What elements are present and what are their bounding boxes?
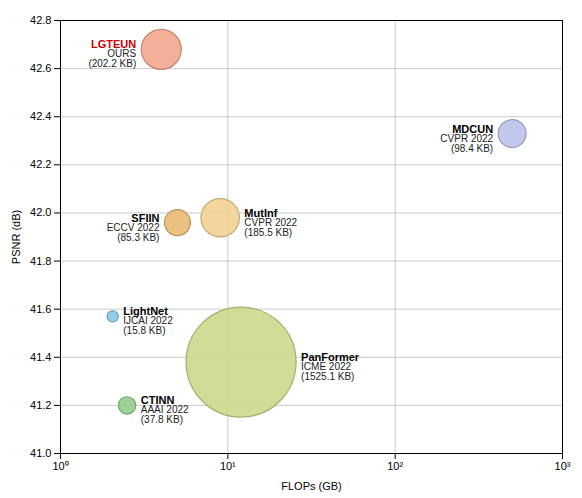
svg-text:42.8: 42.8 bbox=[30, 14, 51, 26]
svg-text:LightNet: LightNet bbox=[123, 305, 168, 318]
svg-text:CVPR 2022(98.4 KB): CVPR 2022(98.4 KB) bbox=[440, 133, 493, 154]
svg-text:42.6: 42.6 bbox=[30, 62, 51, 74]
svg-text:ECCV 2022(85.3 KB): ECCV 2022(85.3 KB) bbox=[107, 222, 160, 243]
svg-text:10³: 10³ bbox=[555, 460, 571, 472]
svg-text:FLOPs (GB): FLOPs (GB) bbox=[281, 480, 342, 492]
svg-text:10⁰: 10⁰ bbox=[52, 460, 68, 472]
svg-text:42.2: 42.2 bbox=[30, 158, 51, 170]
svg-text:10¹: 10¹ bbox=[220, 460, 236, 472]
svg-text:42.0: 42.0 bbox=[30, 206, 51, 218]
svg-text:MutInf: MutInf bbox=[244, 206, 278, 219]
svg-text:41.4: 41.4 bbox=[30, 351, 51, 363]
svg-text:41.0: 41.0 bbox=[30, 447, 51, 459]
svg-text:41.6: 41.6 bbox=[30, 303, 51, 315]
svg-text:CVPR 2022(185.5 KB): CVPR 2022(185.5 KB) bbox=[244, 217, 297, 238]
svg-text:AAAI 2022(37.8 KB): AAAI 2022(37.8 KB) bbox=[141, 404, 189, 425]
svg-text:LGTEUN: LGTEUN bbox=[91, 38, 137, 51]
svg-text:PanFormer: PanFormer bbox=[301, 351, 360, 364]
svg-text:SFIIN: SFIIN bbox=[131, 211, 160, 224]
svg-text:41.2: 41.2 bbox=[30, 399, 51, 411]
svg-text:10²: 10² bbox=[387, 460, 403, 472]
svg-text:42.4: 42.4 bbox=[30, 110, 51, 122]
svg-text:CTINN: CTINN bbox=[140, 394, 175, 407]
svg-text:MDCUN: MDCUN bbox=[452, 122, 494, 135]
svg-text:IJCAI 2022(15.8 KB): IJCAI 2022(15.8 KB) bbox=[123, 315, 173, 336]
svg-text:PSNR (dB): PSNR (dB) bbox=[10, 210, 22, 264]
svg-text:OURS(202.2 KB): OURS(202.2 KB) bbox=[88, 48, 136, 69]
svg-text:ICME 2022(1525.1 KB): ICME 2022(1525.1 KB) bbox=[301, 361, 354, 382]
svg-text:41.8: 41.8 bbox=[30, 255, 51, 267]
